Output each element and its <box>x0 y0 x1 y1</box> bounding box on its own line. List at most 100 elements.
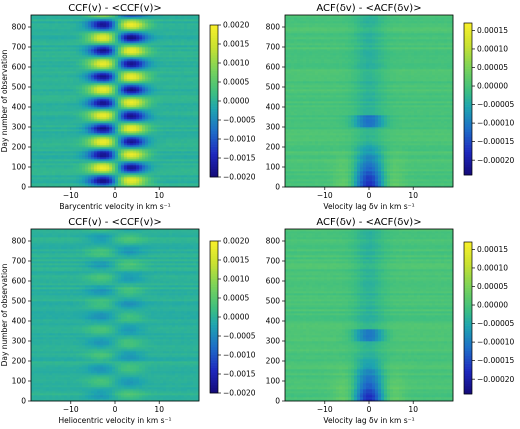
heatmap-cell <box>193 119 197 122</box>
heatmap-cell <box>163 131 167 134</box>
heatmap-cell <box>169 185 173 188</box>
heatmap-cell <box>97 133 101 136</box>
heatmap-cell <box>46 73 50 76</box>
heatmap-cell <box>166 79 170 82</box>
heatmap-cell <box>151 127 155 130</box>
heatmap-cell <box>97 139 101 142</box>
heatmap-cell <box>163 93 167 96</box>
heatmap-cell <box>157 75 161 78</box>
heatmap-cell <box>121 107 125 110</box>
heatmap-cell <box>172 41 176 44</box>
heatmap-cell <box>142 113 146 116</box>
heatmap-cell <box>169 17 173 20</box>
heatmap-cell <box>55 117 59 120</box>
heatmap-cell <box>121 57 125 60</box>
heatmap-cell <box>112 83 116 86</box>
heatmap-cell <box>82 33 86 36</box>
heatmap-cell <box>193 147 197 150</box>
heatmap-cell <box>67 101 71 104</box>
heatmap-cell <box>124 153 128 156</box>
heatmap-cell <box>103 101 107 104</box>
heatmap-cell <box>160 141 164 144</box>
heatmap-cell <box>118 27 122 30</box>
heatmap-cell <box>193 53 197 56</box>
heatmap-cell <box>52 117 56 120</box>
heatmap-cell <box>34 29 38 32</box>
heatmap-cell <box>76 77 80 80</box>
heatmap-cell <box>160 77 164 80</box>
heatmap-cell <box>55 157 59 160</box>
heatmap-cell <box>133 51 137 54</box>
heatmap-cell <box>163 17 167 20</box>
heatmap-cell <box>178 159 182 162</box>
heatmap-cell <box>160 41 164 44</box>
heatmap-cell <box>70 117 74 120</box>
heatmap-cell <box>58 83 62 86</box>
heatmap-cell <box>82 51 86 54</box>
heatmap-cell <box>49 85 53 88</box>
heatmap-cell <box>82 71 86 74</box>
heatmap-cell <box>61 149 65 152</box>
heatmap-cell <box>103 115 107 118</box>
heatmap-cell <box>37 155 41 158</box>
heatmap-cell <box>154 69 158 72</box>
heatmap-cell <box>175 115 179 118</box>
heatmap-cell <box>196 69 200 72</box>
heatmap-cell <box>76 159 80 162</box>
heatmap-cell <box>97 17 101 20</box>
heatmap-cell <box>178 139 182 142</box>
heatmap-cell <box>94 153 98 156</box>
heatmap-cell <box>133 133 137 136</box>
heatmap-cell <box>79 51 83 54</box>
heatmap-cell <box>64 67 68 70</box>
heatmap-cell <box>175 127 179 130</box>
heatmap-cell <box>88 101 92 104</box>
heatmap-cell <box>61 123 65 126</box>
heatmap-cell <box>73 177 77 180</box>
heatmap-cell <box>61 65 65 68</box>
heatmap-cell <box>151 71 155 74</box>
heatmap-cell <box>112 103 116 106</box>
heatmap-cell <box>172 133 176 136</box>
heatmap-cell <box>136 107 140 110</box>
heatmap-cell <box>100 27 104 30</box>
heatmap-cell <box>163 121 167 124</box>
heatmap-cell <box>55 79 59 82</box>
heatmap-cell <box>163 99 167 102</box>
heatmap-cell <box>70 159 74 162</box>
heatmap-cell <box>46 127 50 130</box>
heatmap-cell <box>121 97 125 100</box>
heatmap-cell <box>172 91 176 94</box>
heatmap-cell <box>79 45 83 48</box>
heatmap-cell <box>121 115 125 118</box>
heatmap-cell <box>67 37 71 40</box>
heatmap-cell <box>67 129 71 132</box>
heatmap-cell <box>127 105 131 108</box>
heatmap-cell <box>112 131 116 134</box>
heatmap-cell <box>187 79 191 82</box>
heatmap-cell <box>184 59 188 62</box>
heatmap-cell <box>139 63 143 66</box>
heatmap-cell <box>115 45 119 48</box>
heatmap-cell <box>85 135 89 138</box>
heatmap-cell <box>115 183 119 186</box>
heatmap-cell <box>151 115 155 118</box>
heatmap-cell <box>333 185 337 188</box>
heatmap-cell <box>160 43 164 46</box>
heatmap-cell <box>142 21 146 24</box>
heatmap-cell <box>76 53 80 56</box>
heatmap-cell <box>58 45 62 48</box>
heatmap-cell <box>166 153 170 156</box>
heatmap-cell <box>103 97 107 100</box>
heatmap-cell <box>58 29 62 32</box>
heatmap-cell <box>169 141 173 144</box>
heatmap-cell <box>91 87 95 90</box>
heatmap-cell <box>73 97 77 100</box>
heatmap-cell <box>193 175 197 178</box>
heatmap-cell <box>70 103 74 106</box>
heatmap-cell <box>64 29 68 32</box>
heatmap-cell <box>112 101 116 104</box>
heatmap-cell <box>133 155 137 158</box>
heatmap-cell <box>115 95 119 98</box>
heatmap-cell <box>145 125 149 128</box>
